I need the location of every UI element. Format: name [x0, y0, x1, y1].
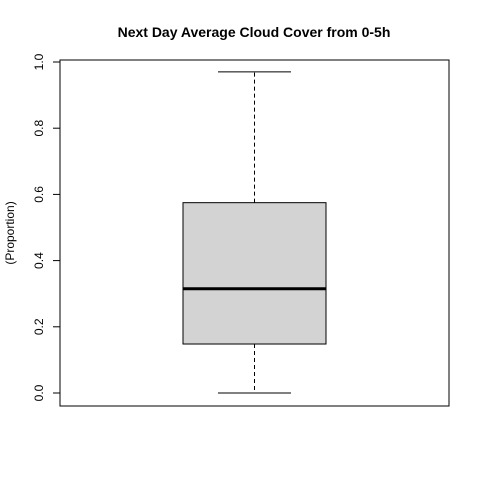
iqr-box [182, 202, 327, 345]
boxplot [182, 71, 327, 394]
y-axis-label: (Proportion) [3, 201, 17, 264]
y-tick-label: 0.8 [32, 120, 46, 137]
y-tick-label: 0.2 [32, 318, 46, 335]
y-axis: 0.0 0.2 0.4 0.6 0.8 1.0 [32, 53, 61, 401]
y-tick-label: 0.6 [32, 186, 46, 203]
y-tick-label: 0.0 [32, 384, 46, 401]
y-tick-label: 0.4 [32, 252, 46, 269]
y-tick-label: 1.0 [32, 53, 46, 70]
chart-title: Next Day Average Cloud Cover from 0-5h [118, 24, 391, 40]
